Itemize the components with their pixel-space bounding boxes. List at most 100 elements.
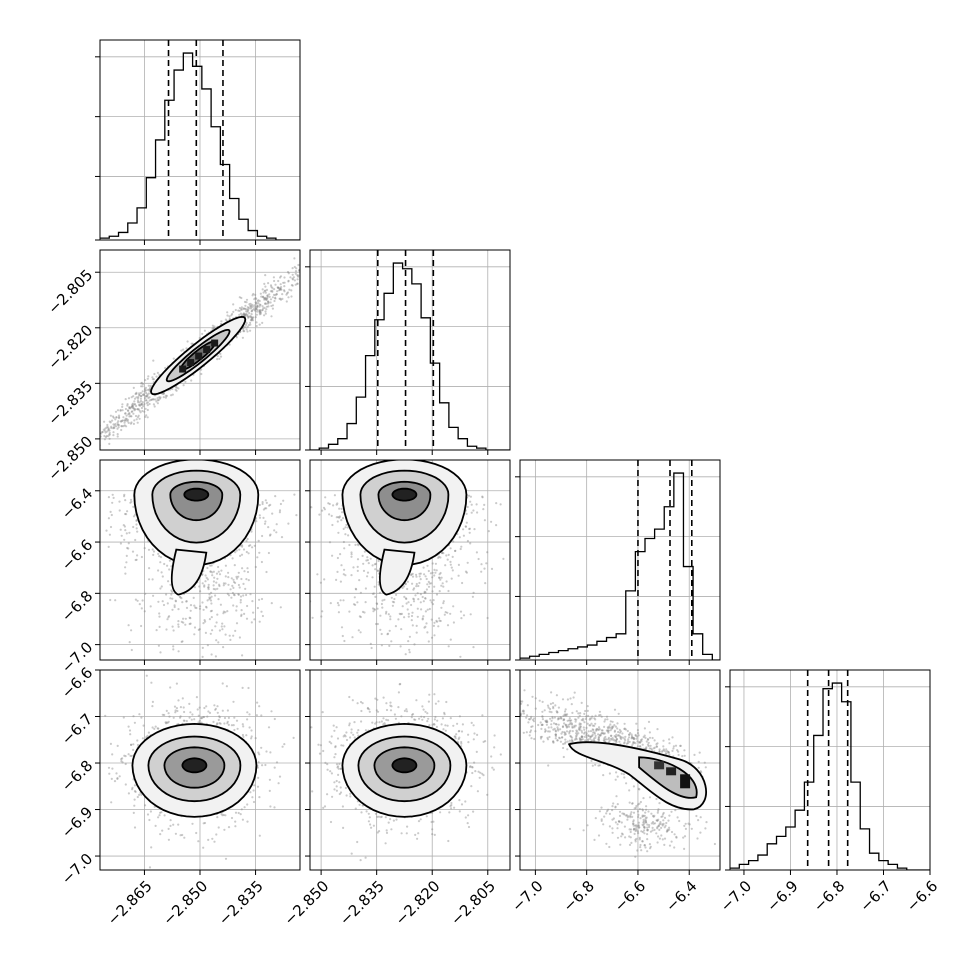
sample-point bbox=[430, 618, 433, 621]
sample-point bbox=[277, 286, 280, 289]
sample-point bbox=[401, 586, 404, 590]
sample-point bbox=[354, 587, 357, 591]
sample-point bbox=[260, 597, 264, 601]
sample-point bbox=[269, 503, 272, 506]
sample-point bbox=[212, 326, 215, 329]
sample-point bbox=[222, 610, 225, 613]
sample-point bbox=[359, 591, 362, 594]
sample-point bbox=[165, 593, 168, 596]
sample-point bbox=[132, 395, 135, 398]
sample-point bbox=[323, 578, 326, 581]
sample-point bbox=[152, 398, 155, 401]
sample-point bbox=[182, 621, 185, 624]
sample-point bbox=[158, 814, 161, 817]
sample-point bbox=[131, 405, 135, 408]
sample-point bbox=[133, 826, 137, 829]
sample-point bbox=[361, 554, 364, 558]
sample-point bbox=[258, 323, 261, 326]
sample-point bbox=[205, 606, 208, 609]
sample-point bbox=[128, 411, 131, 415]
sample-point bbox=[268, 504, 271, 507]
panel-frame bbox=[99, 249, 301, 451]
sample-point bbox=[257, 302, 260, 305]
sample-point bbox=[462, 528, 465, 531]
sample-point bbox=[244, 304, 247, 307]
sample-point bbox=[264, 520, 267, 523]
sample-point bbox=[204, 580, 207, 583]
sample-point bbox=[267, 301, 270, 304]
sample-point bbox=[269, 301, 272, 304]
sample-point bbox=[249, 307, 252, 310]
sample-point bbox=[227, 576, 230, 579]
sample-point bbox=[134, 408, 137, 411]
sample-point bbox=[125, 561, 128, 564]
sample-point bbox=[147, 384, 150, 387]
sample-point bbox=[115, 416, 118, 419]
sample-point bbox=[337, 516, 340, 519]
sample-point bbox=[261, 295, 264, 299]
sample-point bbox=[98, 572, 100, 574]
sample-point bbox=[172, 645, 175, 648]
sample-point bbox=[167, 827, 170, 831]
sample-point bbox=[140, 406, 143, 410]
sample-point bbox=[431, 576, 434, 579]
sample-point bbox=[251, 303, 254, 306]
sample-point bbox=[135, 523, 138, 526]
sample-point bbox=[255, 301, 258, 304]
sample-point bbox=[271, 286, 274, 289]
sample-point bbox=[466, 505, 469, 509]
sample-point bbox=[172, 823, 175, 826]
sample-point bbox=[138, 392, 141, 395]
sample-point bbox=[170, 589, 173, 592]
sample-point bbox=[447, 553, 450, 557]
sample-point bbox=[227, 594, 231, 597]
sample-point bbox=[171, 625, 174, 628]
sample-point bbox=[150, 398, 153, 401]
sample-point bbox=[224, 814, 227, 817]
sample-point bbox=[164, 396, 167, 399]
sample-point bbox=[270, 315, 273, 318]
sample-point bbox=[251, 600, 254, 603]
sample-point bbox=[124, 407, 127, 411]
sample-point bbox=[246, 309, 249, 312]
sample-point bbox=[427, 640, 430, 643]
sample-point bbox=[499, 503, 502, 506]
sample-point bbox=[177, 620, 180, 623]
sample-point bbox=[232, 578, 235, 581]
sample-point bbox=[218, 583, 221, 586]
sample-point bbox=[146, 394, 149, 397]
sample-point bbox=[226, 592, 229, 596]
sample-point bbox=[190, 342, 193, 345]
sample-point bbox=[138, 394, 141, 397]
sample-point bbox=[208, 593, 211, 596]
sample-point bbox=[126, 546, 129, 550]
sample-point bbox=[404, 653, 407, 656]
sample-point bbox=[165, 394, 168, 397]
sample-point bbox=[147, 396, 150, 400]
sample-point bbox=[107, 427, 110, 430]
sample-point bbox=[297, 263, 300, 267]
sample-point bbox=[144, 397, 147, 400]
sample-point bbox=[325, 238, 327, 240]
histogram-steps bbox=[310, 262, 510, 450]
sample-point bbox=[440, 606, 443, 609]
sample-point bbox=[180, 349, 183, 352]
sample-point bbox=[247, 324, 250, 327]
sample-point bbox=[475, 551, 478, 554]
sample-point bbox=[454, 549, 457, 553]
sample-point bbox=[265, 302, 268, 305]
sample-point bbox=[354, 543, 357, 547]
sample-point bbox=[119, 528, 122, 531]
sample-point bbox=[146, 395, 149, 398]
sample-point bbox=[219, 355, 223, 358]
sample-point bbox=[198, 607, 202, 610]
sample-point bbox=[135, 519, 138, 522]
histogram-steps bbox=[730, 682, 930, 870]
sample-point bbox=[376, 569, 380, 573]
sample-point bbox=[261, 501, 264, 504]
sample-point bbox=[164, 394, 167, 397]
sample-point bbox=[144, 379, 147, 382]
sample-point bbox=[208, 596, 211, 599]
sample-point bbox=[441, 551, 444, 554]
sample-point bbox=[158, 612, 161, 615]
